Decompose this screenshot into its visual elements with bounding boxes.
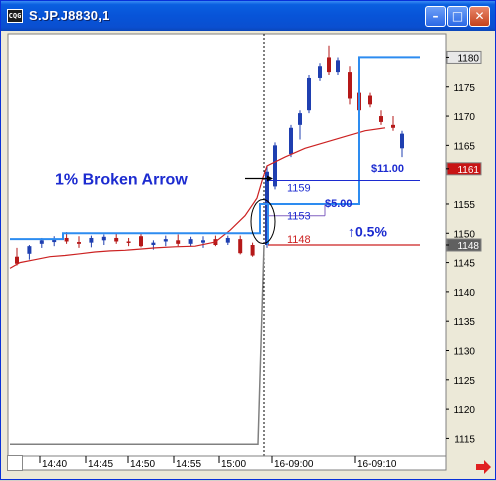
minimize-icon: – [432,9,439,23]
price-axis-label: 1150 [453,229,475,240]
price-axis-label: 1135 [453,317,475,328]
axis-layer: 1180117511701165116111551150114811451140… [7,50,482,471]
close-icon: ✕ [474,9,485,23]
candle-body [163,239,168,242]
candle-body [336,60,340,73]
candle-body [379,116,383,122]
percent-change-label: ↑0.5% [348,223,387,239]
candle-body [101,236,106,241]
price-axis-label: 1155 [453,200,475,211]
minimize-button[interactable]: – [425,6,446,27]
candle-body [238,239,243,254]
time-axis-label: 14:50 [130,459,155,470]
candle-body [176,240,181,244]
price-axis-label: 1130 [453,347,475,358]
candle-body [89,237,94,243]
candle-body [225,237,230,243]
price-axis-label: 1115 [454,434,475,445]
price-axis-label: 1145 [453,259,475,270]
candle-body [298,113,302,125]
candle-body [15,256,19,264]
candle-body [39,240,44,244]
annotation-layer: 1% Broken Arrow 1159 1153 1148 $11.00 $5.00 ↑0… [55,163,404,246]
candle-body [289,127,293,155]
candle-body [52,239,57,243]
time-axis-label: 14:40 [42,459,67,470]
candle-body [114,237,119,242]
time-axis-label: 14:55 [176,459,201,470]
chart-frame: 1% Broken Arrow 1159 1153 1148 $11.00 $5.00 ↑0… [5,31,491,476]
time-axis-label: 14:45 [88,459,113,470]
maximize-button[interactable]: □ [447,6,468,27]
level-1153-label: 1153 [287,211,311,223]
price-chart[interactable]: 1% Broken Arrow 1159 1153 1148 $11.00 $5.00 ↑0… [5,31,491,476]
gain-11-label: $11.00 [371,163,404,175]
maximize-icon: □ [451,9,464,23]
broken-arrow-label: 1% Broken Arrow [55,172,188,189]
candle-body [139,236,143,247]
level-1148-label: 1148 [287,234,311,246]
candle-body [348,72,352,99]
candle-body [273,145,277,187]
price-axis-label: 1140 [453,288,475,299]
channel-step-line [10,56,420,241]
candle-body [126,241,131,243]
time-axis-label: 16-09:10 [357,459,397,470]
price-axis-label: 1148 [457,241,479,252]
price-axis-label: 1170 [453,112,475,123]
price-axis-label: 1165 [453,141,475,152]
candle-body [64,237,69,242]
close-button[interactable]: ✕ [469,6,490,27]
gain-5-label: $5.00 [325,198,353,210]
window-title: S.JP.J8830,1 [29,8,110,23]
candle-body [391,124,395,128]
scroll-right-icon[interactable] [474,459,492,475]
candle-body [327,57,331,73]
candle-body [77,242,81,244]
candle-body [201,240,205,243]
title-bar[interactable]: CQG S.JP.J8830,1 – □ ✕ [1,1,495,31]
scroll-left-box[interactable] [7,455,23,471]
candle-body [250,245,255,256]
time-axis-label: 16-09:00 [274,459,314,470]
candle-body [151,242,156,245]
moving-average-line [9,127,386,269]
price-axis-label: 1161 [457,165,479,176]
price-axis-label: 1125 [453,376,475,387]
candle-body [27,246,32,254]
time-axis-label: 15:00 [221,459,246,470]
candle-body [400,133,404,149]
price-axis-label: 1180 [457,53,479,64]
candle-body [307,77,311,111]
gap-connector-line [10,244,265,446]
breakout-circle [250,199,276,245]
candle-body [318,66,322,78]
level-1159-label: 1159 [287,183,311,195]
cqg-app-icon: CQG [7,9,23,23]
candle-body [188,239,193,244]
candle-body [368,95,372,105]
price-axis-label: 1120 [453,405,475,416]
line-layer [9,56,420,446]
arrow-head-icon [267,175,273,182]
price-axis-label: 1175 [453,83,475,94]
